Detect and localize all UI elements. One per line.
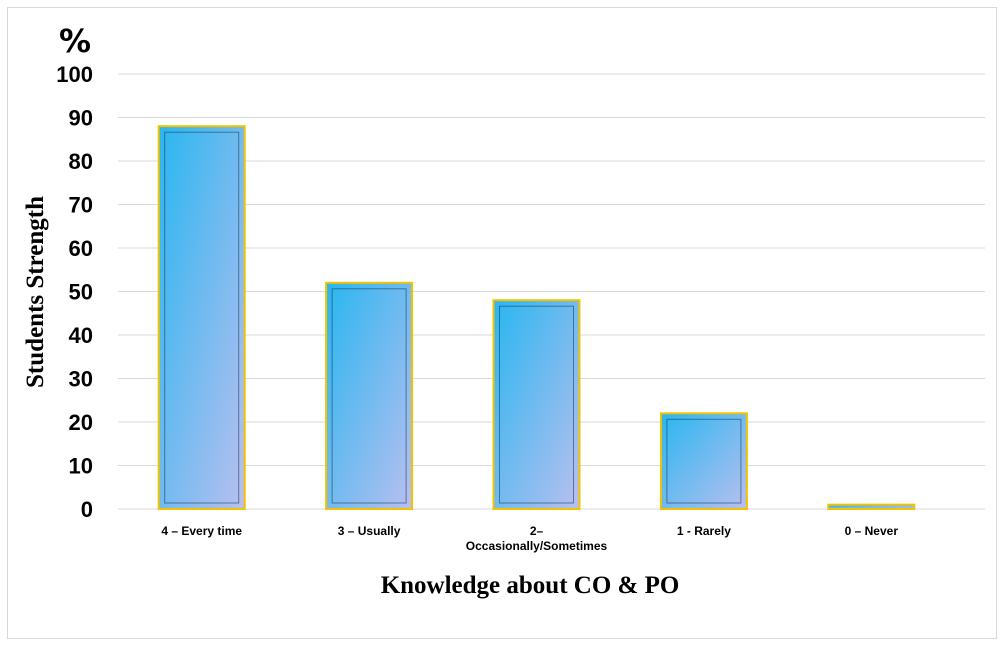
x-axis-title: Knowledge about CO & PO: [381, 572, 680, 599]
bar: [492, 299, 581, 511]
y-tick-label: 0: [81, 497, 93, 522]
x-tick-label: 3 – Usually: [338, 524, 401, 538]
x-tick-labels: 4 – Every time 3 – Usually 2–Occasionally/…: [161, 524, 898, 553]
bar-bevel: [164, 131, 240, 504]
bar-rect: [325, 281, 414, 510]
bars: [157, 125, 916, 511]
y-tick-label: 100: [56, 62, 93, 87]
y-tick-label: 20: [69, 410, 93, 435]
x-tick-label: 0 – Never: [845, 524, 899, 538]
x-tick-label: 2–: [530, 524, 544, 538]
y-tick-label: 90: [69, 106, 93, 131]
y-tick-label: 80: [69, 149, 93, 174]
y-unit-label: %: [59, 22, 91, 60]
x-tick-label: Occasionally/Sometimes: [466, 539, 608, 553]
y-tick-label: 40: [69, 323, 93, 348]
bar-rect: [492, 299, 581, 511]
bar-rect: [157, 125, 246, 510]
y-tick-label: 50: [69, 280, 93, 305]
bar: [157, 125, 246, 510]
bar-bevel: [331, 288, 407, 504]
y-axis-title: Students Strength: [22, 196, 49, 388]
y-tick-labels: 0 10 20 30 40 50 60 70 80 90 100: [56, 62, 93, 522]
bar-rect: [659, 412, 748, 510]
bar: [325, 281, 414, 510]
y-tick-label: 10: [69, 454, 93, 479]
bar: [659, 412, 748, 510]
y-tick-label: 60: [69, 236, 93, 261]
bar-rect: [827, 503, 916, 510]
x-tick-label: 1 - Rarely: [677, 524, 731, 538]
bar: [827, 503, 916, 510]
x-tick-label: 4 – Every time: [161, 524, 242, 538]
y-tick-label: 30: [69, 367, 93, 392]
bar-bevel: [666, 418, 742, 504]
bar-bevel: [499, 305, 574, 504]
y-tick-label: 70: [69, 193, 93, 218]
